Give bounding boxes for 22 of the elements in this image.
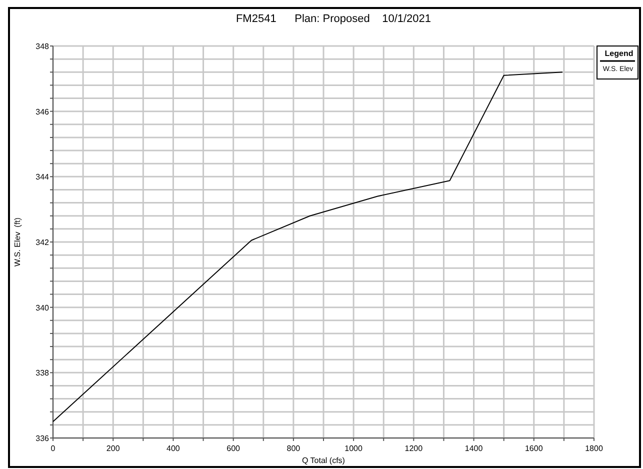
y-tick-label: 344	[36, 172, 50, 182]
x-tick-label: 600	[226, 444, 241, 453]
x-tick-label: 1200	[404, 444, 424, 453]
x-tick-label: 1600	[524, 444, 544, 453]
x-tick-label: 200	[106, 444, 120, 453]
line-series	[52, 72, 563, 422]
y-tick-label: 336	[36, 434, 50, 443]
y-tick-label: 340	[36, 303, 50, 312]
x-tick-label: 400	[166, 444, 180, 453]
x-tick-label: 1800	[585, 444, 604, 453]
x-tick-label: 800	[286, 444, 301, 453]
legend-title: Legend	[604, 49, 634, 58]
x-tick-label: 1400	[464, 444, 484, 453]
y-tick-label: 338	[36, 368, 50, 378]
x-tick-label: 0	[50, 444, 56, 453]
chart-title: FM2541 Plan: Proposed 10/1/2021	[236, 13, 432, 25]
x-tick-label: 1000	[344, 444, 364, 453]
y-tick-label: 348	[36, 42, 50, 51]
x-axis-title: Q Total (cfs)	[302, 456, 346, 465]
y-axis-title: W.S. Elev (ft)	[13, 217, 22, 266]
y-tick-label: 342	[36, 238, 50, 247]
y-tick-label: 346	[36, 107, 50, 116]
